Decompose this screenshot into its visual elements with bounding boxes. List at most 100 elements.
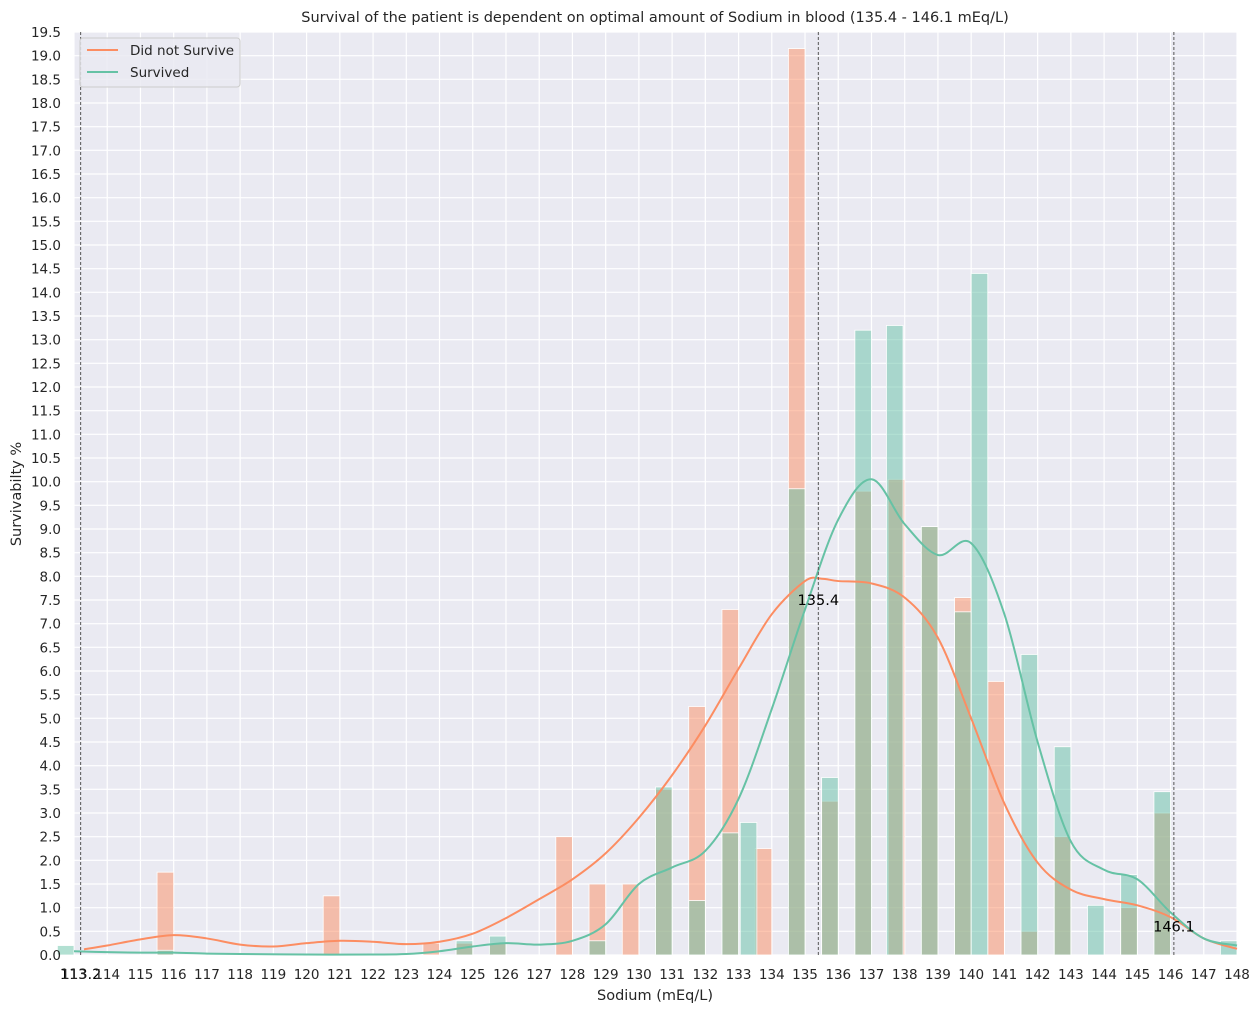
x-tick-label: 146	[1158, 967, 1184, 983]
x-tick-label: 119	[260, 967, 286, 983]
x-tick-label: 138	[892, 967, 918, 983]
y-tick-label: 10.5	[31, 451, 61, 467]
bar-survived	[821, 777, 839, 956]
y-axis-ticks: 0.0 0.5 1.0 1.5 2.0 2.5 3.0 3.5 4.0 4.5 5.0 5.5 6.0 6…	[31, 25, 61, 964]
reference-line-label: 135.4	[798, 593, 840, 609]
bar-did-not-survive	[621, 883, 640, 956]
y-tick-label: 11.0	[31, 427, 61, 443]
y-tick-label: 13.0	[31, 333, 61, 349]
y-tick-label: 19.0	[31, 49, 61, 65]
x-tick-label: 124	[427, 967, 453, 983]
y-tick-label: 12.0	[31, 380, 61, 396]
x-tick-label: 136	[825, 967, 851, 983]
y-tick-label: 2.0	[40, 853, 61, 869]
y-tick-label: 18.5	[31, 72, 61, 88]
x-tick-label: 148	[1224, 967, 1250, 983]
y-axis-label: Survivabilty %	[9, 442, 25, 546]
y-tick-label: 15.0	[31, 238, 61, 254]
histogram-bars	[56, 48, 1238, 956]
x-tick-label: 128	[560, 967, 586, 983]
y-tick-label: 4.5	[40, 735, 61, 751]
y-tick-label: 7.5	[40, 593, 61, 609]
y-tick-label: 15.5	[31, 214, 61, 230]
y-tick-label: 10.0	[31, 475, 61, 491]
x-tick-label: 121	[327, 967, 353, 983]
y-tick-label: 0.0	[40, 948, 61, 964]
x-tick-label: 144	[1091, 967, 1117, 983]
reference-line-label: 146.1	[1153, 920, 1195, 936]
y-tick-label: 16.5	[31, 167, 61, 183]
bar-survived	[1053, 746, 1072, 956]
y-tick-label: 16.0	[31, 191, 61, 207]
x-tick-label: 127	[526, 967, 552, 983]
bar-survived	[739, 822, 758, 956]
y-tick-label: 0.5	[40, 924, 61, 940]
kde-line-did-not-survive	[83, 576, 1238, 951]
y-tick-label: 14.0	[31, 285, 61, 301]
x-tick-label: 134	[759, 967, 785, 983]
x-tick-label: 133	[726, 967, 752, 983]
bar-survived	[588, 940, 607, 956]
bar-did-not-survive	[555, 836, 573, 956]
bar-survived	[488, 935, 507, 956]
grid-lines	[73, 31, 1238, 956]
reference-lines: 113.2 135.4 146.1	[60, 32, 1195, 983]
bar-survived	[954, 611, 972, 956]
bar-did-not-survive	[156, 871, 175, 956]
bar-survived	[1020, 654, 1039, 956]
bar-survived	[970, 272, 989, 956]
bar-survived	[56, 945, 75, 956]
bar-did-not-survive	[754, 848, 773, 956]
y-tick-label: 17.0	[31, 143, 61, 159]
x-tick-label: 125	[460, 967, 486, 983]
x-tick-label: 117	[194, 967, 220, 983]
x-tick-label: 147	[1191, 967, 1217, 983]
x-tick-label: 114	[94, 967, 120, 983]
x-tick-label: 122	[360, 967, 386, 983]
bar-survived	[1120, 874, 1138, 956]
x-tick-label: 131	[659, 967, 685, 983]
x-tick-label: 118	[227, 967, 253, 983]
bar-survived	[886, 325, 904, 956]
y-tick-label: 1.5	[40, 877, 61, 893]
legend: Did not Survive Survived	[79, 37, 241, 88]
y-tick-label: 19.5	[31, 25, 61, 41]
x-tick-label: 115	[128, 967, 154, 983]
x-tick-label: 116	[161, 967, 187, 983]
bar-survived	[721, 832, 739, 956]
y-tick-label: 18.0	[31, 96, 61, 112]
x-tick-label: 123	[393, 967, 419, 983]
bar-survived	[854, 329, 872, 956]
y-tick-label: 5.0	[40, 711, 61, 727]
kde-line-survived	[73, 478, 1238, 956]
y-tick-label: 6.0	[40, 664, 61, 680]
y-tick-label: 3.0	[40, 806, 61, 822]
y-tick-label: 12.5	[31, 356, 61, 372]
kde-curves	[73, 478, 1238, 956]
y-tick-label: 2.5	[40, 830, 61, 846]
bar-did-not-survive	[322, 895, 341, 956]
bar-survived	[788, 488, 806, 956]
legend-box	[79, 37, 241, 88]
y-tick-label: 9.5	[40, 498, 61, 514]
y-tick-label: 8.0	[40, 569, 61, 585]
x-tick-label: 140	[958, 967, 984, 983]
x-tick-label: 142	[1025, 967, 1051, 983]
y-tick-label: 3.5	[40, 782, 61, 798]
bar-survived	[688, 900, 706, 956]
legend-label-did-not-survive: Did not Survive	[130, 43, 234, 59]
x-tick-label: 120	[294, 967, 320, 983]
x-tick-label: 113	[61, 967, 87, 983]
reference-line-label: 113.2	[60, 967, 102, 983]
y-tick-label: 8.5	[40, 546, 61, 562]
y-tick-label: 5.5	[40, 688, 61, 704]
x-tick-label: 135	[792, 967, 818, 983]
x-tick-label: 139	[925, 967, 951, 983]
y-tick-label: 13.5	[31, 309, 61, 325]
y-tick-label: 14.5	[31, 262, 61, 278]
y-tick-label: 9.0	[40, 522, 61, 538]
x-tick-label: 130	[626, 967, 652, 983]
y-tick-label: 6.5	[40, 640, 61, 656]
bar-did-not-survive	[987, 681, 1005, 956]
